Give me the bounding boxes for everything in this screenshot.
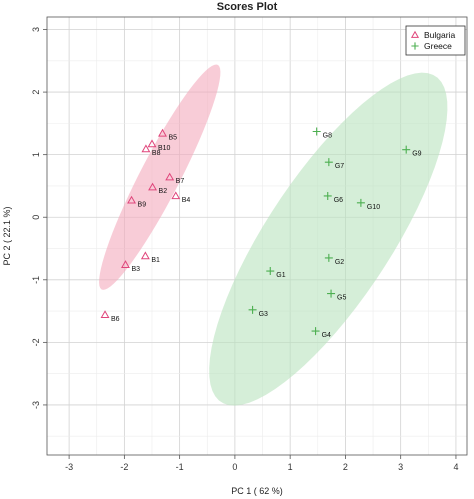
- ellipse-bulgaria: [99, 64, 221, 290]
- point-g2: [324, 253, 333, 262]
- point-label: B9: [138, 201, 147, 208]
- point-g9: [402, 145, 411, 154]
- point-b5: [158, 128, 167, 137]
- point-g4: [311, 327, 320, 336]
- point-b9: [127, 195, 137, 204]
- x-tick-label: 2: [343, 462, 348, 472]
- point-label: G4: [322, 332, 331, 339]
- data-points: B1 B2 B3 B4 B5 B6 B7 B8 B9 B10 G1 G2 G3 G4 G5 G6 G7 G8 G9 G…: [100, 127, 422, 339]
- x-tick-label: 3: [398, 462, 403, 472]
- point-b1: [140, 251, 150, 260]
- point-label: G10: [367, 204, 380, 211]
- point-label: G5: [337, 295, 346, 302]
- x-tick-label: -3: [65, 462, 73, 472]
- point-label: G2: [335, 259, 344, 266]
- point-b3: [121, 260, 130, 268]
- point-label: G1: [276, 272, 285, 279]
- plot-border: [46, 16, 468, 456]
- point-g6: [323, 191, 332, 200]
- point-label: G9: [412, 151, 421, 158]
- point-label: B3: [131, 266, 140, 273]
- x-tick-label: 0: [232, 462, 237, 472]
- ellipse-greece: [209, 72, 448, 406]
- point-b6: [100, 310, 110, 319]
- point-b7: [165, 172, 175, 181]
- point-g10: [356, 198, 365, 207]
- legend-label: Greece: [424, 41, 452, 51]
- point-g7: [324, 158, 333, 167]
- legend-box: [405, 25, 466, 56]
- point-g8: [312, 127, 321, 136]
- point-label: B7: [176, 178, 185, 185]
- x-tick-label: 1: [288, 462, 293, 472]
- x-tick-label: -1: [176, 462, 184, 472]
- point-label: B8: [152, 150, 161, 157]
- point-label: B5: [169, 134, 178, 141]
- point-label: B4: [182, 197, 191, 204]
- axis-ticks: -3 -2 -1 0 1 2 3 4 -3 -2 -1 0 1 2 3: [31, 27, 458, 472]
- legend-label: Bulgaria: [424, 30, 455, 40]
- x-tick-label: 4: [453, 462, 458, 472]
- point-label: B2: [159, 188, 168, 195]
- y-tick-label: 0: [31, 215, 41, 220]
- x-tick-label: -2: [120, 462, 128, 472]
- point-label: G7: [335, 163, 344, 170]
- x-axis-label: PC 1 ( 62 %): [231, 486, 283, 496]
- point-g3: [248, 305, 257, 314]
- confidence-ellipses: [99, 64, 448, 406]
- y-axis-label: PC 2 ( 22.1 %): [2, 206, 12, 265]
- point-b2: [148, 182, 158, 191]
- legend-plus-icon: [411, 42, 419, 50]
- point-b8: [141, 144, 151, 153]
- chart-title: Scores Plot: [217, 1, 278, 13]
- y-tick-label: 1: [31, 152, 41, 157]
- point-g5: [327, 289, 336, 298]
- point-label: B6: [111, 316, 120, 323]
- point-b4: [171, 191, 181, 200]
- point-b10: [147, 139, 157, 148]
- legend-triangle-icon: [410, 30, 420, 38]
- y-tick-label: 3: [31, 27, 41, 32]
- y-tick-label: -1: [31, 276, 41, 284]
- point-label: G8: [323, 133, 332, 140]
- point-label: G3: [259, 311, 268, 318]
- y-tick-label: -3: [31, 401, 41, 409]
- point-g1: [266, 267, 275, 276]
- point-label: B10: [158, 145, 171, 152]
- y-tick-label: 2: [31, 90, 41, 95]
- point-label: B1: [151, 257, 160, 264]
- point-label: G6: [334, 197, 343, 204]
- y-tick-label: -2: [31, 338, 41, 346]
